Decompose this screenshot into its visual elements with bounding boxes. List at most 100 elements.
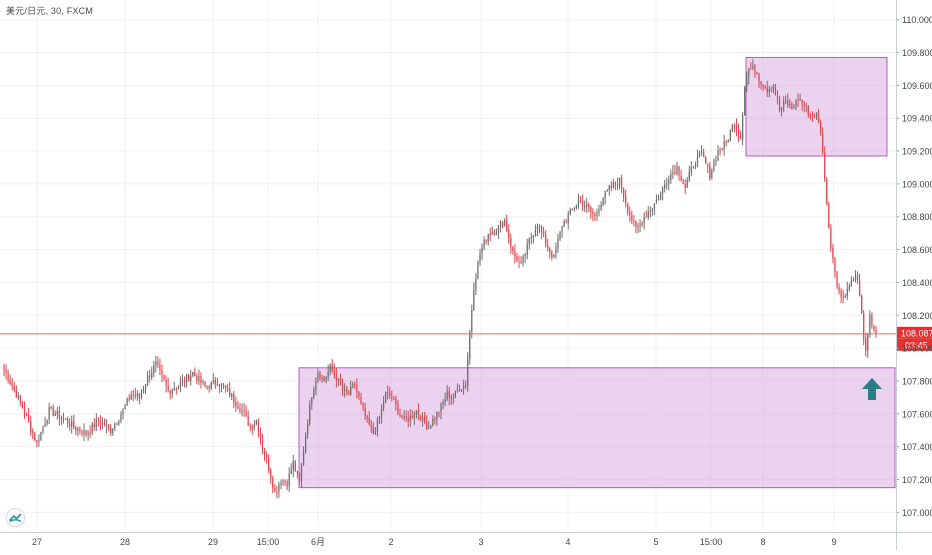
- candle-body: [130, 394, 132, 400]
- candle-body: [815, 112, 818, 118]
- candle-body: [376, 418, 379, 432]
- candle-body: [610, 186, 612, 188]
- x-tick-label: 28: [120, 537, 130, 547]
- candle-body: [278, 484, 280, 492]
- candle-body: [797, 99, 799, 101]
- candle-body: [54, 414, 56, 416]
- candle-body: [590, 207, 592, 212]
- candle-body: [680, 175, 682, 181]
- candle-body: [350, 386, 352, 395]
- candle-body: [440, 403, 442, 413]
- candle-body: [71, 421, 73, 427]
- candle-body: [233, 394, 235, 403]
- candle-body: [198, 376, 200, 382]
- candle-body: [421, 416, 424, 421]
- candle-body: [493, 232, 496, 235]
- candle-body: [809, 114, 811, 116]
- candle-body: [75, 427, 77, 431]
- candle-body: [746, 77, 748, 88]
- candle-body: [241, 410, 243, 412]
- candle-body: [311, 397, 313, 405]
- candle-body: [9, 380, 11, 384]
- candle-body: [731, 125, 734, 131]
- candle-body: [110, 427, 112, 434]
- candle-body: [608, 186, 610, 191]
- candle-body: [3, 366, 5, 370]
- resistance-zone: [745, 56, 888, 157]
- candle-body: [87, 432, 89, 435]
- annotations: [862, 378, 882, 400]
- candle-body: [309, 404, 311, 424]
- x-tick-label: 5: [653, 537, 658, 547]
- x-tick-label: 27: [32, 537, 42, 547]
- candle-body: [181, 380, 184, 383]
- candle-body: [871, 315, 873, 326]
- candle-body: [227, 388, 229, 390]
- candle-body: [212, 379, 214, 382]
- candle-body: [261, 439, 264, 449]
- y-tick-label: 108.600: [902, 245, 932, 255]
- candle-body: [112, 429, 114, 434]
- candle-body: [703, 151, 705, 158]
- candle-body: [387, 392, 389, 394]
- candle-body: [873, 325, 875, 331]
- candle-body: [423, 416, 426, 423]
- candle-body: [42, 427, 44, 432]
- candle-body: [360, 396, 362, 404]
- candle-body: [854, 275, 857, 280]
- candle-body: [85, 430, 87, 435]
- candle-body: [629, 212, 631, 216]
- candle-body: [339, 378, 342, 386]
- candle-body: [672, 171, 674, 174]
- candle-body: [549, 247, 551, 252]
- current-price: 108.087 03:45: [0, 326, 932, 351]
- candle-body: [653, 203, 656, 210]
- candle-body: [354, 384, 356, 386]
- symbol-title: 美元/日元, 30, FXCM: [6, 6, 94, 16]
- candle-body: [257, 420, 260, 433]
- candle-body: [602, 198, 604, 205]
- candle-body: [594, 214, 596, 216]
- candle-body: [555, 248, 557, 255]
- candle-body: [315, 381, 317, 390]
- candle-body: [374, 431, 377, 434]
- candle-body: [122, 409, 124, 415]
- current-price-tag: [897, 326, 932, 339]
- candle-body: [432, 419, 434, 427]
- tradingview-logo-icon[interactable]: [6, 508, 25, 527]
- candle-body: [462, 385, 465, 390]
- candle-body: [263, 448, 266, 455]
- x-tick-label: 29: [208, 537, 218, 547]
- candle-body: [772, 86, 775, 90]
- candle-body: [27, 414, 30, 422]
- candle-body: [108, 424, 110, 428]
- candle-body: [733, 125, 736, 127]
- candle-body: [157, 361, 159, 366]
- candle-body: [389, 392, 391, 397]
- candle-body: [341, 385, 344, 391]
- candle-body: [393, 397, 395, 399]
- candle-body: [793, 107, 795, 109]
- candle-body: [856, 275, 859, 280]
- candle-body: [327, 371, 329, 378]
- candle-body: [783, 101, 785, 108]
- candle-body: [62, 417, 65, 419]
- candle-body: [313, 389, 315, 398]
- candle-body: [867, 334, 869, 351]
- candle-body: [739, 135, 742, 140]
- candle-body: [698, 152, 701, 157]
- candle-body: [171, 390, 173, 394]
- x-tick-label: 9: [831, 537, 836, 547]
- candle-body: [846, 289, 848, 297]
- y-tick-label: 107.400: [902, 442, 932, 452]
- candle-body: [417, 410, 420, 416]
- candle-body: [126, 398, 128, 406]
- candle-body: [17, 395, 19, 398]
- candle-body: [247, 415, 249, 426]
- candle-body: [471, 310, 473, 332]
- candle-body: [528, 238, 530, 244]
- candle-body: [774, 86, 777, 96]
- candle-body: [434, 419, 436, 421]
